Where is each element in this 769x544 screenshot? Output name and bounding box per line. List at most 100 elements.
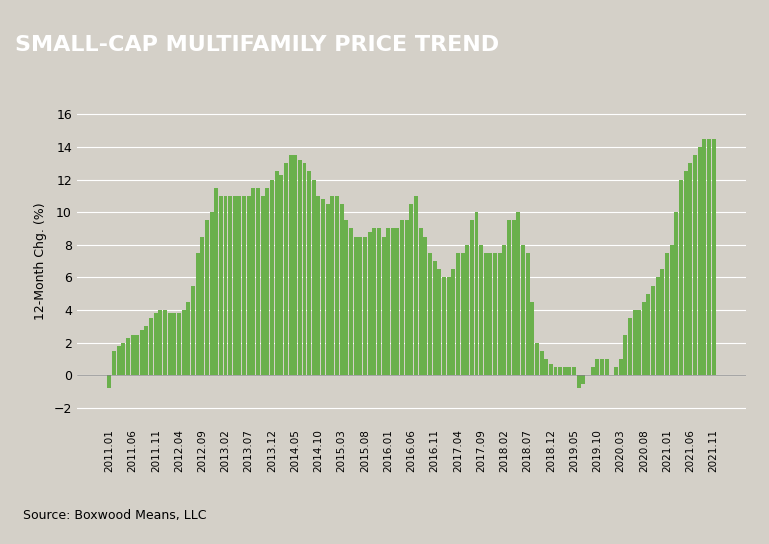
- Bar: [288, 155, 292, 375]
- Bar: [540, 351, 544, 375]
- Bar: [572, 367, 576, 375]
- Bar: [577, 375, 581, 388]
- Bar: [535, 343, 539, 375]
- Bar: [219, 196, 223, 375]
- Bar: [177, 313, 181, 375]
- Text: SMALL-CAP MULTIFAMILY PRICE TREND: SMALL-CAP MULTIFAMILY PRICE TREND: [15, 35, 500, 55]
- Bar: [228, 196, 232, 375]
- Bar: [563, 367, 567, 375]
- Bar: [428, 253, 432, 375]
- Bar: [549, 364, 553, 375]
- Bar: [108, 375, 112, 388]
- Bar: [349, 228, 353, 375]
- Bar: [345, 220, 348, 375]
- Bar: [502, 245, 506, 375]
- Bar: [158, 310, 162, 375]
- Y-axis label: 12-Month Chg. (%): 12-Month Chg. (%): [34, 202, 47, 320]
- Bar: [511, 220, 516, 375]
- Bar: [112, 351, 116, 375]
- Bar: [200, 237, 205, 375]
- Bar: [451, 269, 455, 375]
- Bar: [404, 220, 409, 375]
- Bar: [507, 220, 511, 375]
- Bar: [461, 253, 464, 375]
- Bar: [163, 310, 167, 375]
- Bar: [651, 286, 655, 375]
- Bar: [568, 367, 571, 375]
- Bar: [321, 199, 325, 375]
- Bar: [233, 196, 237, 375]
- Bar: [400, 220, 404, 375]
- Bar: [317, 196, 321, 375]
- Bar: [707, 139, 711, 375]
- Bar: [377, 228, 381, 375]
- Bar: [284, 163, 288, 375]
- Bar: [531, 302, 534, 375]
- Bar: [117, 346, 121, 375]
- Bar: [131, 335, 135, 375]
- Bar: [595, 359, 599, 375]
- Bar: [433, 261, 437, 375]
- Bar: [172, 313, 176, 375]
- Bar: [516, 212, 521, 375]
- Bar: [191, 286, 195, 375]
- Bar: [521, 245, 525, 375]
- Bar: [386, 228, 390, 375]
- Bar: [465, 245, 469, 375]
- Bar: [395, 228, 399, 375]
- Bar: [647, 294, 651, 375]
- Bar: [256, 188, 260, 375]
- Bar: [670, 245, 674, 375]
- Bar: [275, 171, 278, 375]
- Bar: [368, 232, 371, 375]
- Bar: [419, 228, 423, 375]
- Bar: [447, 277, 451, 375]
- Bar: [331, 196, 335, 375]
- Bar: [247, 196, 251, 375]
- Bar: [224, 196, 228, 375]
- Bar: [145, 326, 148, 375]
- Text: Source: Boxwood Means, LLC: Source: Boxwood Means, LLC: [23, 509, 207, 522]
- Bar: [628, 318, 632, 375]
- Bar: [479, 245, 483, 375]
- Bar: [409, 204, 414, 375]
- Bar: [638, 310, 641, 375]
- Bar: [279, 175, 283, 375]
- Bar: [302, 163, 307, 375]
- Bar: [493, 253, 497, 375]
- Bar: [684, 171, 687, 375]
- Bar: [498, 253, 501, 375]
- Bar: [414, 196, 418, 375]
- Bar: [526, 253, 530, 375]
- Bar: [381, 237, 385, 375]
- Bar: [623, 335, 628, 375]
- Bar: [181, 310, 185, 375]
- Bar: [140, 330, 144, 375]
- Bar: [438, 269, 441, 375]
- Bar: [604, 359, 608, 375]
- Bar: [340, 204, 344, 375]
- Bar: [544, 359, 548, 375]
- Bar: [186, 302, 190, 375]
- Bar: [122, 343, 125, 375]
- Bar: [456, 253, 460, 375]
- Bar: [168, 313, 171, 375]
- Bar: [424, 237, 428, 375]
- Bar: [261, 196, 265, 375]
- Bar: [656, 277, 660, 375]
- Bar: [270, 180, 274, 375]
- Bar: [358, 237, 362, 375]
- Bar: [126, 338, 130, 375]
- Bar: [697, 147, 701, 375]
- Bar: [149, 318, 153, 375]
- Bar: [265, 188, 269, 375]
- Bar: [642, 302, 646, 375]
- Bar: [391, 228, 394, 375]
- Bar: [688, 163, 692, 375]
- Bar: [665, 253, 669, 375]
- Bar: [558, 367, 562, 375]
- Bar: [661, 269, 664, 375]
- Bar: [618, 359, 623, 375]
- Bar: [554, 367, 558, 375]
- Bar: [702, 139, 706, 375]
